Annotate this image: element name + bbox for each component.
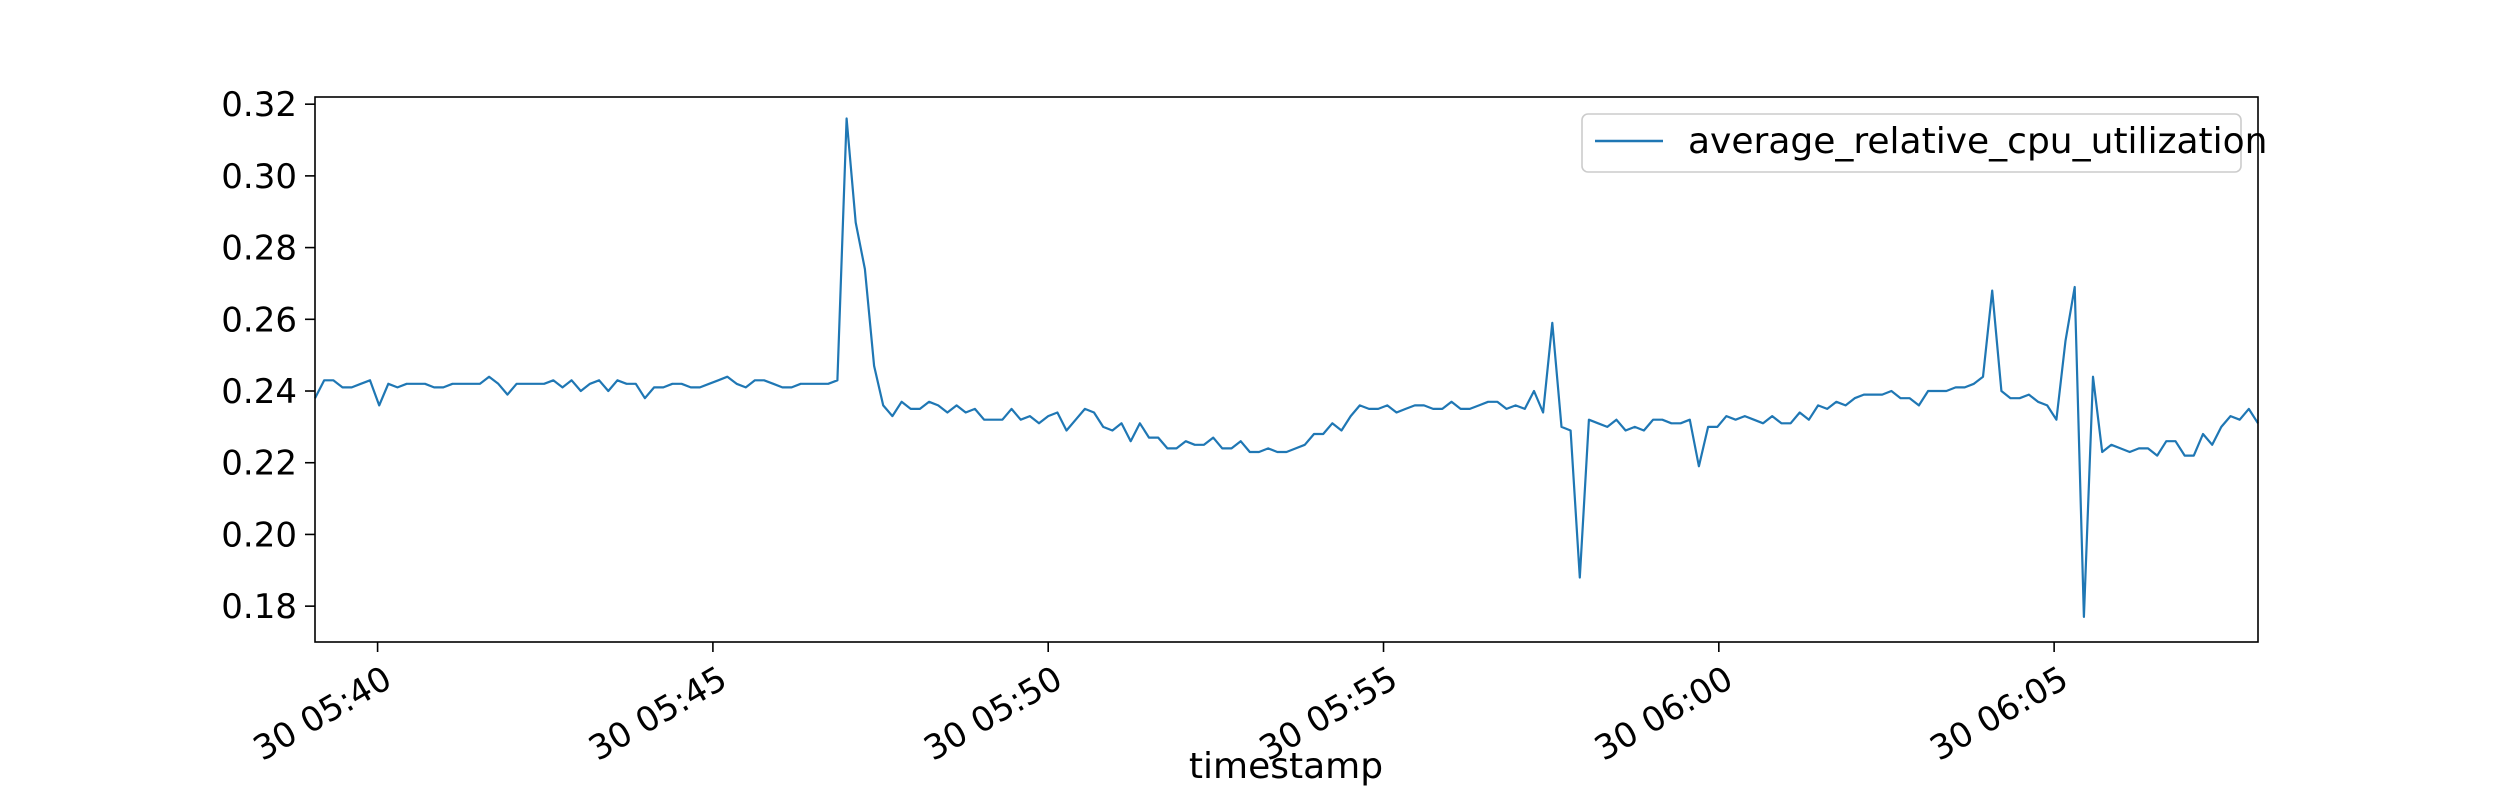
x-axis-title: timestamp: [1189, 746, 1383, 787]
y-axis: 0.18 0.20 0.22 0.24 0.26 0.28 0.30 0.32: [221, 85, 315, 627]
x-tick-label: 30 05:50: [917, 659, 1069, 770]
y-tick-label: 0.24: [221, 372, 297, 412]
y-tick-label: 0.32: [221, 85, 297, 125]
x-tick-label: 30 06:05: [1923, 659, 2075, 770]
legend: average_relative_cpu_utilization: [1581, 113, 2267, 173]
legend-box: [1581, 113, 2242, 173]
x-tick-label: 30 06:00: [1588, 659, 1740, 770]
y-tick-label: 0.28: [221, 229, 297, 269]
x-tick-label: 30 05:40: [247, 659, 399, 770]
plot-frame: [314, 96, 2259, 643]
y-tick-label: 0.30: [221, 157, 297, 197]
y-tick-label: 0.20: [221, 515, 297, 555]
y-tick-label: 0.22: [221, 444, 297, 484]
plot-layer: [314, 117, 2259, 619]
y-tick-label: 0.18: [221, 587, 297, 627]
x-axis: 30 05:40 30 05:45 30 05:50 30 05:55 30 06:00…: [247, 642, 2075, 769]
legend-label: average_relative_cpu_utilization: [1688, 121, 2267, 162]
x-tick-label: 30 05:45: [582, 659, 734, 770]
series-line-average-relative-cpu-utilization: [314, 117, 2259, 619]
y-tick-label: 0.26: [221, 300, 297, 340]
